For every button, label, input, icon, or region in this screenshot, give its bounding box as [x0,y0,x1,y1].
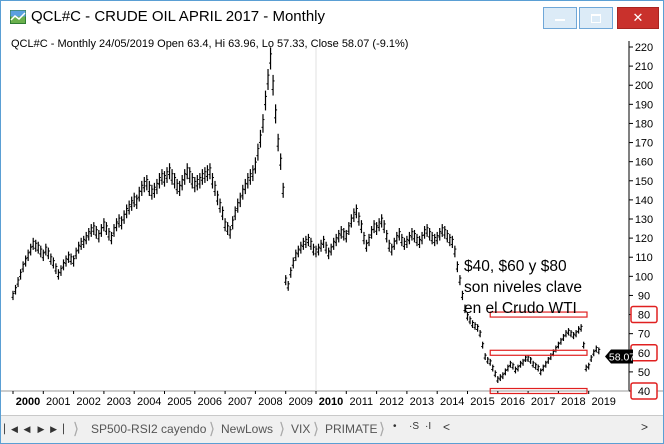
x-tick-label: 2019 [591,396,615,408]
tab-separator: ⟩ [208,421,216,438]
x-tick-label: 2004 [137,396,161,408]
y-tick-label: 220 [635,42,653,54]
x-tick-label: 2016 [501,396,525,408]
x-tick-label: 2017 [531,396,555,408]
y-tick-label: 50 [638,367,650,379]
next-sheet-icon[interactable]: ▶ [37,423,45,434]
minimize-icon [544,8,576,28]
chart-annotation: $40, $60 y $80 son niveles clave en el C… [464,256,582,319]
y-tick-label: 160 [635,157,653,169]
y-tick-label: 110 [635,252,653,264]
annotation-line: en el Crudo WTI [464,300,577,317]
tab-sp500-rsi2[interactable]: SP500-RSI2 cayendo [91,422,207,436]
tab-separator: ⟩ [378,421,386,438]
last-sheet-icon[interactable]: ▶▕ [50,423,64,434]
y-tick-label: 60 [638,348,650,360]
y-tick-label: 170 [635,138,653,150]
level-band [489,349,588,356]
tab-s[interactable]: ·S [409,421,419,432]
price-chart[interactable]: 40 50 60 70 80 90 100 110 120 130 140 150 160 170 180 1… [1,33,663,415]
x-tick-label: 2018 [561,396,585,408]
last-price-label: 58.07 [609,351,635,363]
close-button[interactable]: ✕ [617,7,659,29]
level-band [489,311,588,318]
y-tick-label: 210 [635,61,653,73]
x-tick-label: 2001 [46,396,70,408]
x-tick-label: 2009 [288,396,312,408]
x-tick-label: 2002 [76,396,100,408]
x-tick-label: 2006 [198,396,222,408]
y-tick-label: 120 [635,233,653,245]
app-chart-icon [10,10,26,24]
chart-header: QCL#C - Monthly 24/05/2019 Open 63.4, Hi… [11,38,409,50]
y-tick-label: 140 [635,195,653,207]
close-icon: ✕ [632,10,644,25]
y-tick-label: 200 [635,80,653,92]
scroll-left-icon[interactable]: < [443,420,451,434]
y-tick-label: 80 [638,310,650,322]
y-tick-label: 130 [635,214,653,226]
x-tick-label: 2005 [167,396,191,408]
x-tick-label: 2000 [16,396,40,408]
y-tick-label: 150 [635,176,653,188]
last-price-tag [605,349,633,364]
tab-separator: ⟩ [278,421,286,438]
x-tick-label: 2011 [349,396,373,408]
tab-vix[interactable]: VIX [291,422,311,436]
x-tick-label: 2010 [319,396,343,408]
tab-dot[interactable]: • [393,421,397,432]
x-tick-label: 2003 [107,396,131,408]
y-tick-label: 190 [635,99,653,111]
scroll-right-icon[interactable]: > [641,420,649,434]
x-tick-label: 2014 [440,396,464,408]
y-tick-label: 90 [638,290,650,302]
y-tick-label: 180 [635,118,653,130]
level-band [489,387,588,395]
first-sheet-icon[interactable]: ▏◀ [4,423,18,434]
x-tick-label: 2008 [258,396,282,408]
chart-area[interactable]: 40 50 60 70 80 90 100 110 120 130 140 150 160 170 180 1… [1,33,663,415]
x-tick-label: 2015 [470,396,494,408]
prev-sheet-icon[interactable]: ◀ [23,423,31,434]
tab-separator: ⟩ [72,421,80,438]
window-title: QCL#C - CRUDE OIL APRIL 2017 - Monthly [31,8,325,25]
y-tick-label: 40 [638,386,650,398]
tab-primate[interactable]: PRIMATE [325,422,378,436]
y-tick-label: 70 [638,329,650,341]
tab-separator: ⟩ [312,421,320,438]
maximize-icon [580,8,612,28]
sheet-tab-bar: ▏◀ ◀ ▶ ▶▕ ⟩ SP500-RSI2 cayendo ⟩ NewLows… [1,415,663,443]
tab-newlows[interactable]: NewLows [221,422,274,436]
level-tick-box [630,382,658,400]
y-tick-label: 100 [635,271,653,283]
annotation-line: son niveles clave [464,279,583,296]
x-tick-label: 2012 [379,396,403,408]
x-tick-label: 2013 [410,396,434,408]
annotation-line: $40, $60 y $80 [464,258,567,275]
tab-i[interactable]: ·I [425,421,432,432]
title-bar[interactable]: QCL#C - CRUDE OIL APRIL 2017 - Monthly ✕ [1,1,663,33]
x-tick-label: 2007 [228,396,252,408]
minimize-button[interactable] [543,7,577,29]
maximize-button[interactable] [579,7,613,29]
level-tick-box [630,305,658,324]
